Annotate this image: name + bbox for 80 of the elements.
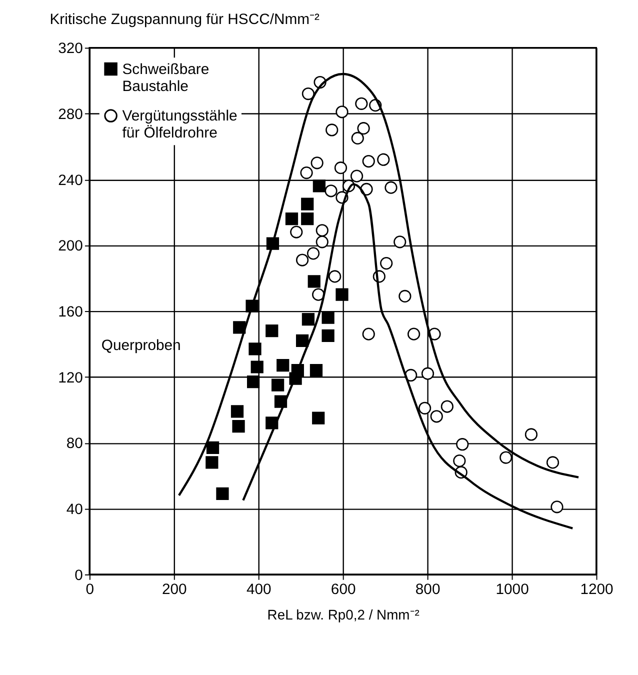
point — [324, 184, 338, 198]
point — [421, 367, 434, 380]
point — [407, 328, 420, 340]
point — [453, 454, 466, 468]
point — [362, 328, 375, 340]
y-tick-label: 0 — [74, 568, 83, 584]
x-tick-label: 0 — [86, 582, 94, 598]
point — [302, 312, 315, 326]
point — [206, 441, 220, 454]
y-tick-label: 200 — [58, 238, 83, 255]
point — [362, 154, 375, 168]
point — [377, 153, 390, 166]
chart-title: Kritische Zugspannung für HSCC/Nmm⁻² — [50, 12, 320, 28]
point — [384, 181, 398, 194]
point — [296, 334, 309, 347]
y-tick-label: 240 — [58, 172, 83, 189]
point — [336, 106, 348, 118]
point — [206, 456, 218, 469]
point — [355, 97, 368, 110]
point — [322, 329, 334, 342]
point — [266, 324, 278, 338]
point — [328, 270, 342, 283]
point — [312, 288, 325, 301]
x-tick-label: 200 — [162, 582, 187, 598]
point — [524, 428, 538, 441]
y-tick-label: 40 — [66, 502, 83, 518]
y-tick-label: 320 — [58, 41, 83, 58]
y-tick-label: 80 — [66, 436, 83, 452]
point — [302, 87, 315, 100]
point — [312, 180, 326, 192]
point — [301, 212, 314, 226]
point — [312, 412, 325, 424]
y-tick-label: 160 — [58, 304, 83, 321]
point — [440, 400, 454, 413]
point — [394, 236, 406, 248]
y-tick-label: 280 — [58, 106, 83, 123]
point — [351, 132, 364, 145]
x-axis-title: ReL bzw. Rp0,2 / Nmm⁻² — [267, 606, 420, 623]
point — [316, 224, 328, 237]
point — [456, 438, 469, 451]
point — [326, 124, 338, 136]
point — [306, 247, 320, 260]
point — [380, 257, 393, 270]
point — [230, 405, 244, 418]
point — [336, 288, 348, 301]
point — [500, 451, 512, 464]
point — [316, 236, 328, 248]
point — [232, 420, 245, 433]
point — [300, 166, 313, 180]
y-tick-label: 120 — [58, 370, 83, 386]
point — [546, 456, 560, 469]
point — [322, 311, 334, 324]
point — [430, 410, 443, 423]
legend-label: Vergütungsstähle für Ölfeldrohre — [122, 108, 238, 142]
x-tick-label: 1200 — [580, 582, 614, 598]
legend-label: Schweißbare Baustahle — [122, 62, 210, 95]
point — [290, 226, 303, 238]
point — [216, 487, 229, 500]
point — [296, 254, 309, 266]
point — [334, 162, 348, 174]
point — [550, 500, 564, 514]
point — [310, 156, 324, 170]
point — [276, 359, 290, 372]
point — [310, 364, 323, 377]
point — [247, 376, 260, 388]
point — [398, 290, 412, 303]
point — [301, 198, 314, 210]
x-tick-label: 600 — [330, 582, 356, 598]
point — [248, 342, 262, 356]
point — [285, 212, 298, 226]
point — [308, 275, 320, 288]
point — [233, 321, 246, 334]
x-tick-label: 400 — [246, 582, 272, 598]
point — [250, 360, 264, 374]
point — [418, 402, 432, 414]
point — [357, 122, 370, 135]
point — [350, 170, 364, 182]
x-tick-label: 800 — [415, 582, 440, 598]
x-tick-label: 1000 — [496, 582, 529, 598]
point — [272, 378, 284, 392]
